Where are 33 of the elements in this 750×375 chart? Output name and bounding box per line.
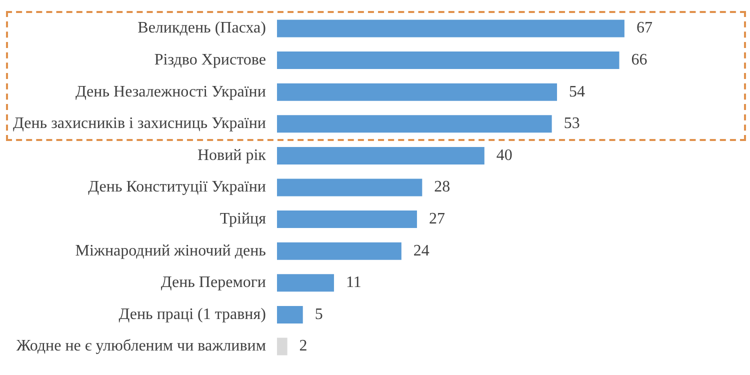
bar [276, 52, 620, 70]
y-tick-label: День Конституції України [88, 178, 266, 196]
data-label: 67 [636, 20, 652, 37]
y-tick-label: День захисників і захисниць України [13, 115, 266, 132]
data-label: 40 [496, 146, 512, 164]
bar [276, 146, 484, 164]
data-label: 24 [413, 242, 430, 260]
bar [276, 178, 422, 196]
data-label: 54 [569, 83, 586, 100]
data-label: 28 [434, 178, 450, 196]
bar [276, 115, 552, 133]
y-tick-label: День Незалежності України [75, 83, 266, 100]
y-tick-label: День Перемоги [160, 274, 266, 292]
bar [276, 20, 624, 38]
data-label: 66 [631, 52, 648, 69]
y-tick-label: Міжнародний жіночий день [75, 242, 266, 260]
bar [276, 242, 402, 260]
data-label: 5 [314, 306, 323, 323]
data-label: 2 [299, 338, 308, 355]
bar [276, 274, 334, 292]
data-label: 11 [346, 274, 362, 292]
bar [276, 306, 303, 324]
y-tick-label: Різдво Христове [154, 52, 266, 69]
bar [276, 83, 558, 101]
bar [276, 210, 417, 228]
y-tick-label: Великдень (Пасха) [138, 20, 266, 37]
y-tick-label: Новий рік [197, 146, 266, 164]
y-tick-label: День праці (1 травня) [118, 306, 266, 323]
y-tick-label: Трійця [220, 210, 267, 228]
bar [276, 338, 288, 356]
data-label: 53 [564, 115, 580, 132]
data-label: 27 [428, 210, 445, 228]
y-tick-label: Жодне не є улюбленим чи важливим [16, 338, 266, 355]
